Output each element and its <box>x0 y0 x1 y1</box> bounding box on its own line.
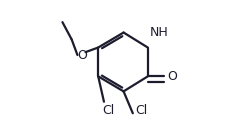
Text: O: O <box>167 70 177 83</box>
Text: NH: NH <box>150 26 169 39</box>
Text: Cl: Cl <box>135 105 147 117</box>
Text: Cl: Cl <box>103 105 115 117</box>
Text: O: O <box>77 49 87 62</box>
